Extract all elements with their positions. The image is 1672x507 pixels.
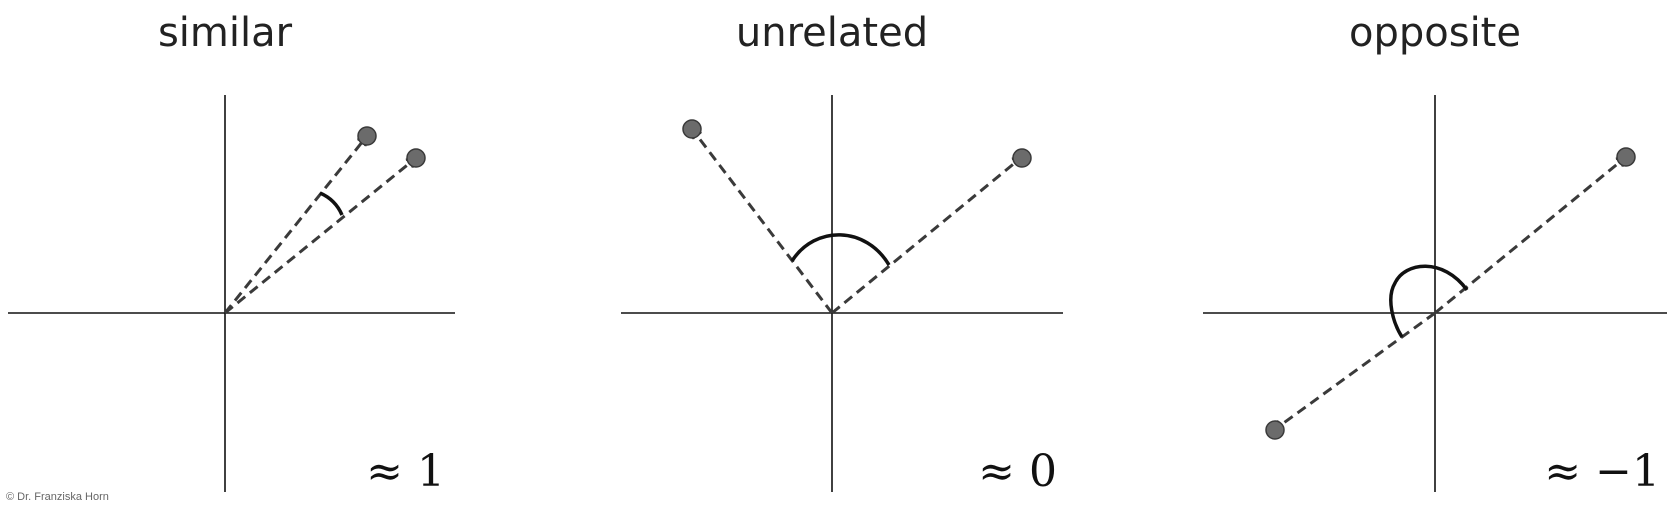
data-point-b-unrelated bbox=[1012, 148, 1032, 168]
data-point-b-similar bbox=[406, 148, 426, 168]
copyright-notice: © Dr. Franziska Horn bbox=[6, 491, 109, 503]
angle-arc-opposite bbox=[1389, 264, 1469, 338]
panel-title-opposite: opposite bbox=[1349, 10, 1521, 56]
angle-arc-unrelated bbox=[790, 233, 891, 266]
data-point-a-unrelated bbox=[682, 119, 702, 139]
panel-opposite: opposite ≈ −1 bbox=[1203, 10, 1667, 497]
angle-arc-similar bbox=[319, 191, 344, 216]
data-point-a-similar bbox=[357, 126, 377, 146]
panel-similar: similar ≈ 1 bbox=[8, 10, 455, 497]
vector-b-similar bbox=[224, 158, 416, 315]
vector-a-similar bbox=[223, 136, 367, 314]
vector-a-opposite bbox=[1434, 157, 1626, 315]
vector-b-opposite bbox=[1274, 311, 1436, 430]
vector-b-unrelated bbox=[831, 157, 1022, 315]
value-label-unrelated: ≈ 0 bbox=[978, 446, 1057, 497]
panel-title-unrelated: unrelated bbox=[736, 10, 928, 56]
vector-a-unrelated bbox=[692, 129, 834, 314]
panel-title-similar: similar bbox=[158, 10, 293, 56]
value-label-opposite: ≈ −1 bbox=[1544, 446, 1660, 497]
value-label-similar: ≈ 1 bbox=[366, 446, 445, 497]
data-point-a-opposite bbox=[1616, 147, 1636, 167]
panel-unrelated: unrelated ≈ 0 bbox=[621, 10, 1063, 497]
data-point-b-opposite bbox=[1265, 420, 1285, 440]
